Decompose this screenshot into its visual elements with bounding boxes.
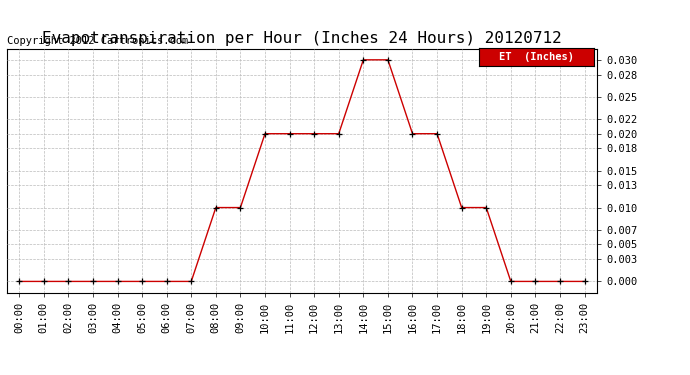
Title: Evapotranspiration per Hour (Inches 24 Hours) 20120712: Evapotranspiration per Hour (Inches 24 H… [42,31,562,46]
Text: Copyright 2012 Cartronics.com: Copyright 2012 Cartronics.com [7,36,188,46]
